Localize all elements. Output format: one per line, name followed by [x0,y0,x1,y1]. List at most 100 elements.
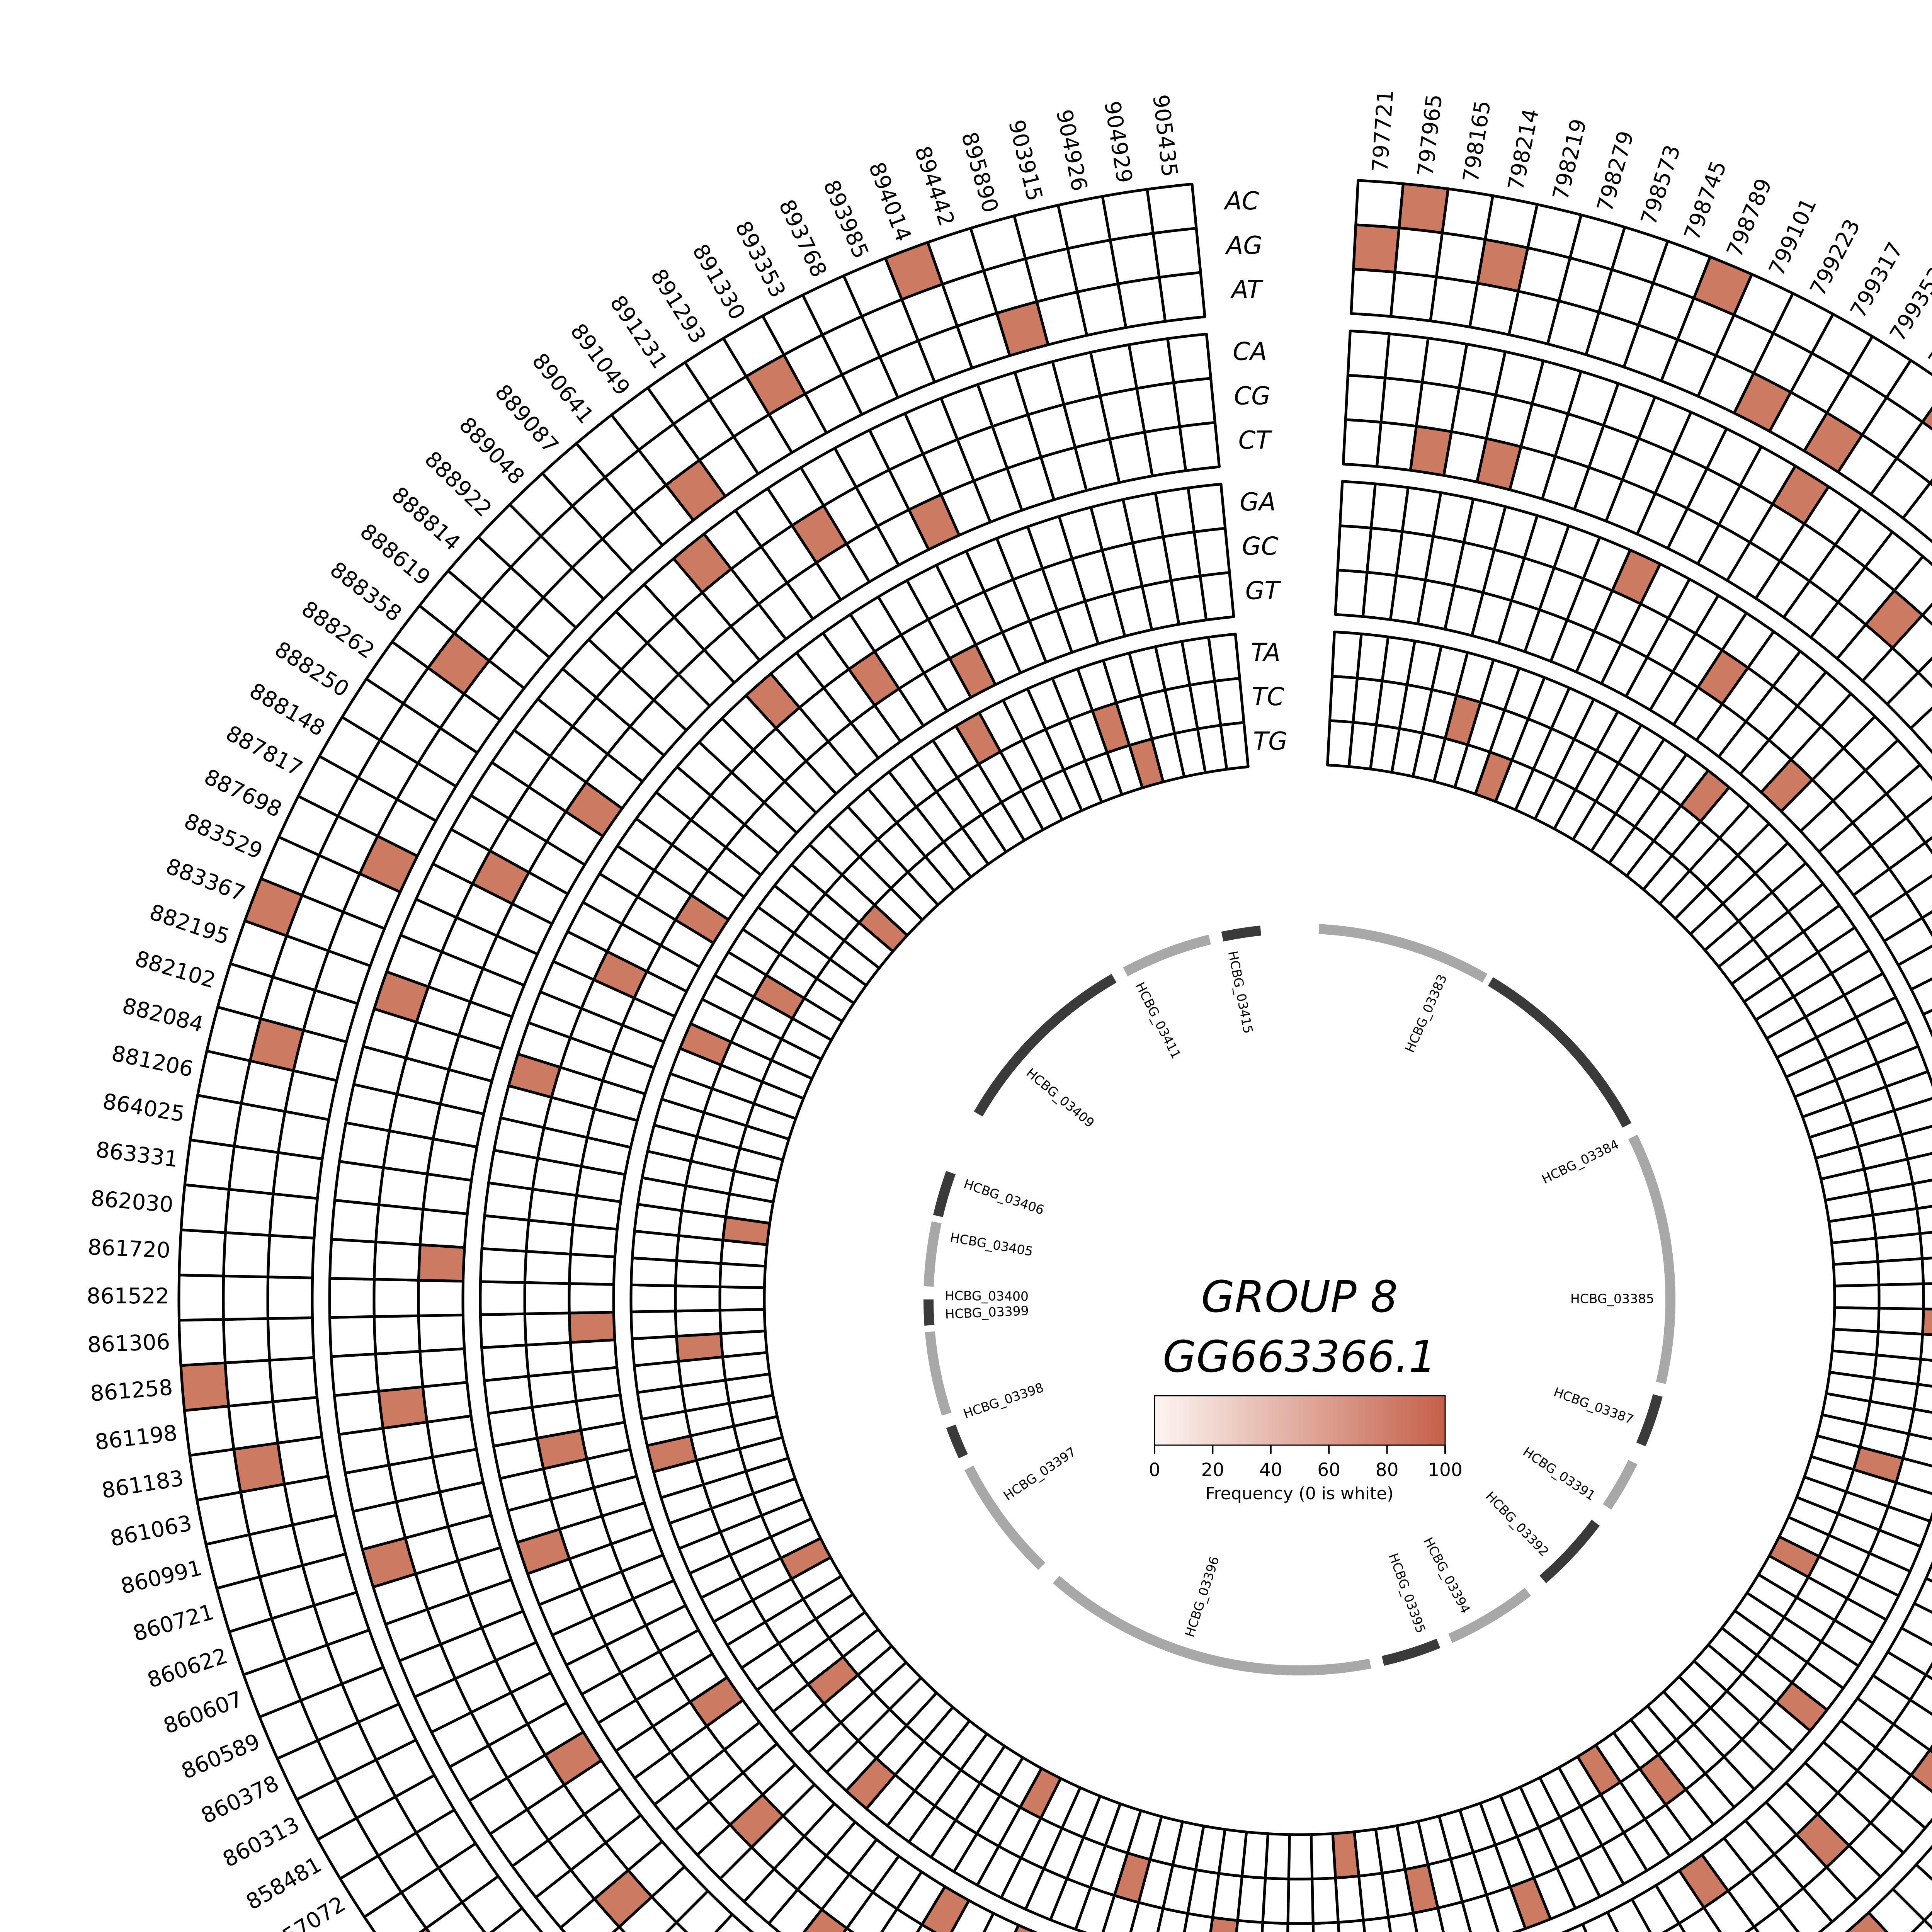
heatmap-cell [629,1310,678,1340]
position-label: 860589 [178,1729,264,1784]
heatmap-cell [1845,1911,1889,1932]
heatmap-cell [1384,332,1430,384]
heatmap-cell [568,1253,616,1286]
position-label: 903915 [1003,117,1047,204]
gene-label: HCBG_03415 [1225,950,1256,1035]
heatmap-cell [271,1396,323,1445]
position-label: 861183 [100,1466,185,1503]
heatmap-cell [1331,1830,1361,1879]
heatmap-cell [1117,276,1167,329]
gene-label: HCBG_03409 [1024,1065,1097,1130]
position-label: 798789 [1722,175,1777,261]
heatmap-cell [328,1238,378,1281]
ring-labels-layer: AC AG AT CA CG CT GA GC GT TA TC TG [1223,187,1287,756]
gene-label: HCBG_03406 [962,1176,1046,1218]
gene-label: HCBG_03394 [1421,1535,1473,1616]
position-label: 882084 [120,993,206,1038]
position-label: 798214 [1503,107,1544,192]
heatmap-cell [417,1243,466,1283]
heatmap-cell [232,1442,286,1494]
heatmap-cell [674,1259,723,1288]
position-label: 799317 [1845,238,1908,322]
heatmap-cell [631,1335,680,1367]
heatmap-cell [417,1313,466,1353]
gene-arc [1603,1460,1638,1510]
heatmap-cell [1336,524,1373,574]
gene-arc [1053,1575,1371,1675]
position-label: 891330 [687,240,750,324]
heatmap-cell [224,1359,274,1408]
position-label: 863331 [94,1137,179,1172]
position-label: 861198 [94,1420,179,1455]
gene-label: HCBG_03405 [949,1230,1034,1259]
heatmap-cell [1310,1832,1337,1881]
heatmap-cell [373,1240,422,1282]
gene-arc [964,1465,1046,1570]
heatmap-cell [1832,1260,1881,1287]
position-label: 861522 [87,1284,169,1309]
position-label: 797965 [1413,93,1447,178]
gene-label: HCBG_03392 [1483,1488,1552,1559]
gene-label: HCBG_03397 [1001,1444,1079,1503]
heatmap-cell [1876,1257,1925,1286]
heatmap-cell [372,1278,420,1318]
ring-label: GA [1240,488,1276,517]
heatmap-cell [179,1361,230,1412]
position-label: 905435 [1148,93,1182,178]
gene-label: HCBG_03399 [945,1303,1029,1321]
position-label: 904926 [1051,107,1092,193]
position-label: 860313 [219,1812,304,1872]
position-label: 798745 [1679,158,1731,244]
heatmap-cell [337,1427,391,1475]
position-label: 861063 [108,1510,194,1551]
gene-label: HCBG_03398 [961,1380,1046,1422]
position-label: 799101 [1764,194,1821,279]
ring-label: CG [1234,382,1270,410]
position-label: 895890 [956,129,1003,216]
heatmap-cell [1389,270,1438,323]
gene-label: HCBG_03395 [1386,1551,1429,1635]
gene-label: HCBG_03400 [945,1288,1029,1304]
heatmap-cell [418,1347,469,1388]
heatmap-cell [1192,527,1231,578]
heatmap-cell [183,1405,235,1457]
position-label: 798573 [1636,142,1685,228]
heatmap-cell [1338,480,1377,530]
heatmap-cell [330,1352,380,1397]
heatmap-cell [374,1203,425,1246]
position-label: 893353 [730,217,790,302]
gene-arc [1123,934,1211,976]
heatmap-cell [1286,1878,1315,1925]
heatmap-cell [718,1285,766,1312]
gene-arc [974,974,1117,1117]
heatmap-cell [224,1188,275,1237]
heatmap-cells-layer [177,179,1932,1932]
heatmap-cell [1187,483,1227,534]
heatmap-cell [374,1350,424,1393]
heatmap-cell [1398,182,1450,235]
heatmap-cell [222,1274,270,1321]
heatmap-cell [183,1138,236,1191]
legend-tick-label: 0 [1149,1459,1160,1481]
heatmap-cell [1135,381,1181,434]
heatmap-cell [372,1314,422,1355]
gene-label: HCBG_03387 [1552,1384,1636,1427]
heatmap-cell [568,1311,616,1344]
heatmap-cell [276,1435,330,1486]
heatmap-cell [479,1280,526,1316]
heatmap-cell [267,1234,316,1279]
position-label: 862030 [90,1186,174,1218]
heatmap-cell [674,1284,721,1313]
heatmap-cell [569,1338,619,1373]
heatmap-cell [527,1370,578,1409]
gene-arc [923,1221,942,1287]
heatmap-cell [228,1145,280,1196]
legend-tick-label: 60 [1317,1459,1340,1481]
ring-label: GT [1245,577,1282,605]
gene-label: HCBG_03385 [1570,1291,1654,1306]
heatmap-cell [418,1208,469,1249]
heatmap-cell [568,1282,615,1315]
heatmap-cell [629,1283,677,1313]
heatmap-cell [178,1228,227,1277]
